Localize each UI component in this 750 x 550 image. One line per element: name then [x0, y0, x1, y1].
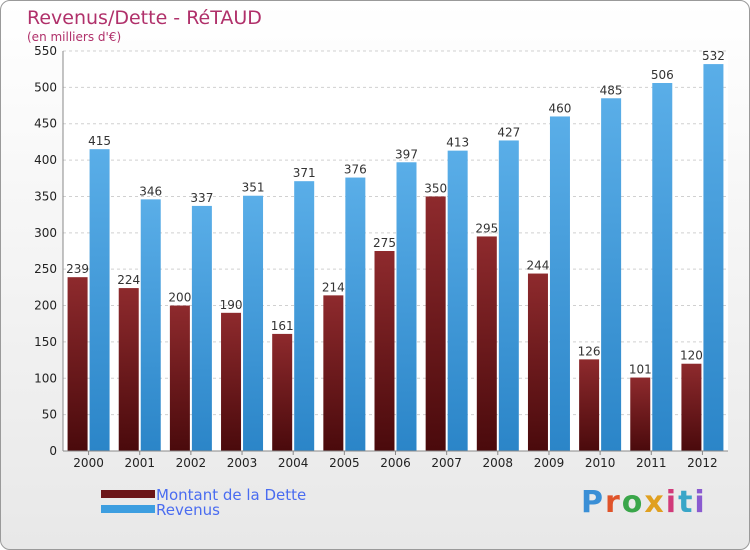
- bar-revenus: [89, 149, 110, 451]
- bar-dette: [374, 251, 395, 451]
- bar-dette: [630, 377, 651, 451]
- data-label-revenus: 532: [702, 49, 725, 63]
- chart-title: Revenus/Dette - RéTAUD: [27, 7, 262, 29]
- plot-area: [63, 51, 728, 451]
- y-tick-label: 350: [34, 189, 57, 203]
- bar-dette: [67, 277, 88, 451]
- logo-letter: r: [605, 485, 622, 520]
- chart-subtitle: (en milliers d'€): [27, 30, 122, 44]
- logo-letter: t: [678, 485, 695, 520]
- x-tick-label: 2000: [73, 456, 104, 470]
- data-label-revenus: 506: [651, 68, 674, 82]
- bar-dette: [579, 359, 600, 451]
- data-label-dette: 275: [373, 236, 396, 250]
- y-tick-label: 550: [34, 44, 57, 58]
- bar-dette: [272, 333, 293, 451]
- logo-letter: x: [644, 485, 666, 520]
- x-tick-label: 2008: [483, 456, 514, 470]
- data-label-revenus: 351: [242, 181, 265, 195]
- data-label-dette: 161: [271, 319, 294, 333]
- bar-revenus: [396, 162, 417, 452]
- proxiti-logo: Proxiti: [581, 485, 707, 520]
- x-tick-label: 2005: [329, 456, 360, 470]
- x-tick-label: 2002: [176, 456, 207, 470]
- bar-dette: [476, 236, 497, 451]
- data-label-dette: 244: [527, 259, 550, 273]
- x-tick-label: 2012: [687, 456, 718, 470]
- x-tick-label: 2011: [636, 456, 667, 470]
- bar-revenus: [703, 64, 724, 451]
- data-label-revenus: 427: [497, 125, 520, 139]
- bar-revenus: [243, 195, 264, 451]
- data-label-dette: 214: [322, 280, 345, 294]
- y-tick-label: 450: [34, 117, 57, 131]
- data-label-dette: 239: [66, 262, 89, 276]
- y-tick-label: 400: [34, 153, 57, 167]
- x-tick-label: 2006: [380, 456, 411, 470]
- data-label-revenus: 346: [139, 184, 162, 198]
- y-tick-label: 200: [34, 299, 57, 313]
- bar-dette: [527, 273, 548, 451]
- data-label-dette: 224: [117, 273, 140, 287]
- bar-dette: [169, 305, 190, 451]
- data-label-revenus: 415: [88, 134, 111, 148]
- logo-letter: P: [581, 485, 605, 520]
- bar-dette: [323, 295, 344, 451]
- x-tick-label: 2007: [431, 456, 462, 470]
- x-tick-label: 2009: [534, 456, 565, 470]
- data-label-revenus: 485: [600, 83, 623, 97]
- y-tick-label: 500: [34, 80, 57, 94]
- bar-dette: [681, 363, 702, 451]
- data-label-dette: 350: [424, 181, 447, 195]
- y-tick-label: 250: [34, 262, 57, 276]
- bar-dette: [425, 196, 446, 451]
- bar-revenus: [498, 140, 519, 452]
- logo-letter: i: [694, 485, 707, 520]
- bar-revenus: [140, 199, 161, 451]
- x-tick-label: 2003: [227, 456, 258, 470]
- x-tick-label: 2001: [124, 456, 155, 470]
- logo-letter: o: [621, 485, 645, 520]
- bar-revenus: [191, 205, 212, 451]
- bar-revenus: [294, 181, 315, 451]
- y-tick-label: 0: [49, 444, 57, 458]
- data-label-revenus: 376: [344, 163, 367, 177]
- y-tick-label: 300: [34, 226, 57, 240]
- y-tick-label: 50: [42, 408, 57, 422]
- bar-revenus: [345, 177, 366, 451]
- data-label-revenus: 337: [190, 191, 213, 205]
- data-label-dette: 120: [680, 349, 703, 363]
- legend-label-revenus: Revenus: [156, 501, 220, 519]
- data-label-revenus: 371: [293, 166, 316, 180]
- data-label-dette: 190: [220, 298, 243, 312]
- logo-letter: i: [665, 485, 679, 520]
- legend-swatch-revenus: [101, 505, 155, 513]
- bar-dette: [221, 312, 242, 451]
- legend-label-dette: Montant de la Dette: [156, 486, 307, 504]
- data-label-dette: 200: [168, 291, 191, 305]
- bar-revenus: [447, 150, 468, 452]
- data-label-dette: 126: [578, 344, 601, 358]
- data-label-revenus: 397: [395, 147, 418, 161]
- legend-swatch-dette: [101, 490, 155, 498]
- data-label-revenus: 413: [446, 136, 469, 150]
- y-tick-label: 100: [34, 371, 57, 385]
- data-label-dette: 101: [629, 363, 652, 377]
- x-tick-label: 2010: [585, 456, 616, 470]
- bar-revenus: [601, 98, 622, 451]
- y-tick-label: 150: [34, 335, 57, 349]
- bar-dette: [118, 288, 139, 451]
- data-label-revenus: 460: [549, 101, 572, 115]
- bar-revenus: [549, 116, 570, 452]
- bar-revenus: [652, 83, 673, 451]
- x-tick-label: 2004: [278, 456, 309, 470]
- data-label-dette: 295: [475, 221, 498, 235]
